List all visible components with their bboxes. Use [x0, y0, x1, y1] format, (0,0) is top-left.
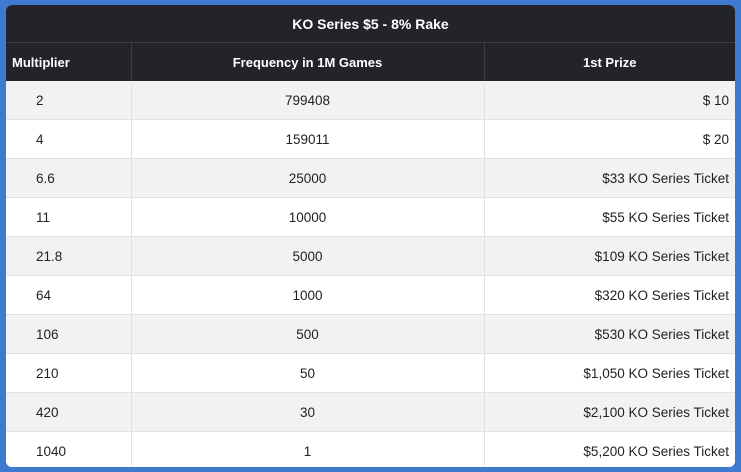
table-row: 11 10000 $55 KO Series Ticket — [6, 197, 735, 237]
frequency-cell: 1 — [131, 431, 485, 467]
table-row: 6.6 25000 $33 KO Series Ticket — [6, 158, 735, 198]
prize-cell: $ 20 — [484, 119, 735, 159]
multiplier-cell: 64 — [6, 275, 132, 315]
prize-cell: $109 KO Series Ticket — [484, 236, 735, 276]
prize-cell: $5,200 KO Series Ticket — [484, 431, 735, 467]
frequency-cell: 50 — [131, 353, 485, 393]
prize-cell: $530 KO Series Ticket — [484, 314, 735, 354]
table-row: 64 1000 $320 KO Series Ticket — [6, 275, 735, 315]
column-header-first-prize: 1st Prize — [484, 43, 735, 81]
frequency-cell: 30 — [131, 392, 485, 432]
prize-cell: $2,100 KO Series Ticket — [484, 392, 735, 432]
table-row: 106 500 $530 KO Series Ticket — [6, 314, 735, 354]
multiplier-cell: 210 — [6, 353, 132, 393]
multiplier-cell: 6.6 — [6, 158, 132, 198]
frequency-cell: 25000 — [131, 158, 485, 198]
table-title: KO Series $5 - 8% Rake — [6, 5, 735, 43]
prize-cell: $320 KO Series Ticket — [484, 275, 735, 315]
frequency-cell: 5000 — [131, 236, 485, 276]
table-row: 420 30 $2,100 KO Series Ticket — [6, 392, 735, 432]
prize-cell: $ 10 — [484, 81, 735, 120]
prize-table: Multiplier Frequency in 1M Games 1st Pri… — [6, 43, 735, 467]
frequency-cell: 799408 — [131, 81, 485, 120]
frequency-cell: 500 — [131, 314, 485, 354]
prize-cell: $33 KO Series Ticket — [484, 158, 735, 198]
column-header-multiplier: Multiplier — [6, 43, 132, 81]
table-row: 21.8 5000 $109 KO Series Ticket — [6, 236, 735, 276]
multiplier-cell: 11 — [6, 197, 132, 237]
table-row: 210 50 $1,050 KO Series Ticket — [6, 353, 735, 393]
column-header-frequency: Frequency in 1M Games — [131, 43, 485, 81]
multiplier-cell: 21.8 — [6, 236, 132, 276]
frequency-cell: 10000 — [131, 197, 485, 237]
multiplier-cell: 1040 — [6, 431, 132, 467]
prize-table-card: KO Series $5 - 8% Rake Multiplier Freque… — [6, 5, 735, 467]
header-row: Multiplier Frequency in 1M Games 1st Pri… — [6, 43, 735, 81]
prize-cell: $1,050 KO Series Ticket — [484, 353, 735, 393]
table-row: 1040 1 $5,200 KO Series Ticket — [6, 431, 735, 467]
multiplier-cell: 4 — [6, 119, 132, 159]
table-row: 4 159011 $ 20 — [6, 119, 735, 159]
multiplier-cell: 420 — [6, 392, 132, 432]
prize-cell: $55 KO Series Ticket — [484, 197, 735, 237]
multiplier-cell: 2 — [6, 81, 132, 120]
table-row: 2 799408 $ 10 — [6, 81, 735, 120]
frequency-cell: 1000 — [131, 275, 485, 315]
frequency-cell: 159011 — [131, 119, 485, 159]
multiplier-cell: 106 — [6, 314, 132, 354]
